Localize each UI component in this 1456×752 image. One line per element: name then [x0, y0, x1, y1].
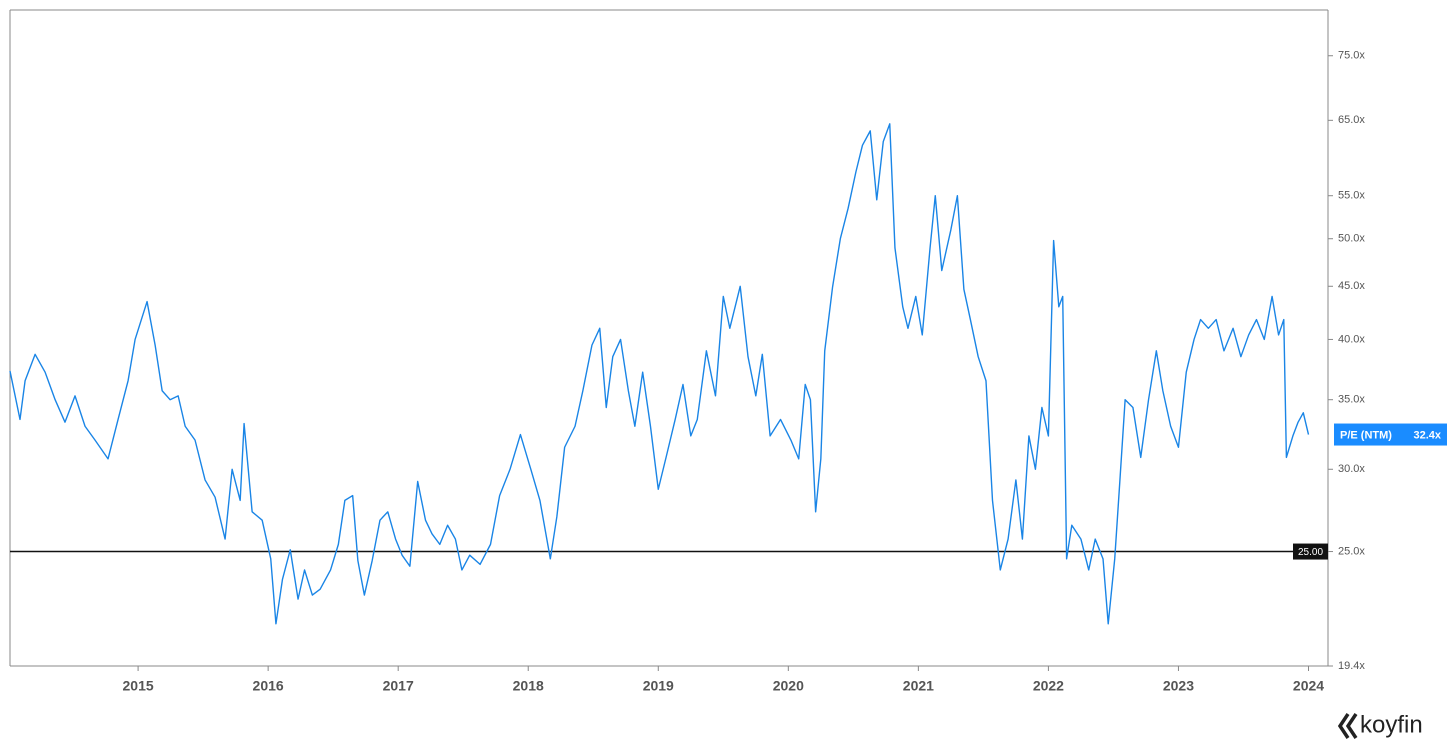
- x-tick-label: 2015: [123, 678, 154, 694]
- x-tick-label: 2020: [773, 678, 804, 694]
- y-tick-label: 19.4x: [1338, 660, 1365, 672]
- y-tick-label: 75.0x: [1338, 50, 1365, 62]
- y-tick-label: 50.0x: [1338, 233, 1365, 245]
- x-tick-label: 2018: [513, 678, 544, 694]
- y-tick-label: 25.0x: [1338, 545, 1365, 557]
- x-tick-label: 2021: [903, 678, 934, 694]
- last-value-label: 32.4x: [1413, 429, 1441, 441]
- x-tick-label: 2024: [1293, 678, 1324, 694]
- logo-text: koyfin: [1360, 711, 1423, 738]
- x-tick-label: 2016: [253, 678, 284, 694]
- series-name: P/E (NTM): [1340, 429, 1392, 441]
- y-tick-label: 55.0x: [1338, 190, 1365, 202]
- y-tick-label: 30.0x: [1338, 463, 1365, 475]
- plot-frame: [9, 9, 1329, 667]
- reference-label-box: [1293, 543, 1328, 560]
- y-tick-label: 35.0x: [1338, 394, 1365, 406]
- y-tick-label: 65.0x: [1338, 114, 1365, 126]
- logo: koyfin: [1337, 711, 1423, 739]
- x-tick-label: 2019: [643, 678, 674, 694]
- x-tick-label: 2023: [1163, 678, 1194, 694]
- series-line: [9, 123, 1310, 625]
- x-tick-label: 2017: [383, 678, 414, 694]
- y-tick-label: 45.0x: [1338, 280, 1365, 292]
- last-value-badge: [1334, 423, 1447, 446]
- reference-label: 25.00: [1298, 547, 1323, 558]
- logo-icon: [1337, 713, 1358, 739]
- y-tick-label: 40.0x: [1338, 333, 1365, 345]
- x-tick-label: 2022: [1033, 678, 1064, 694]
